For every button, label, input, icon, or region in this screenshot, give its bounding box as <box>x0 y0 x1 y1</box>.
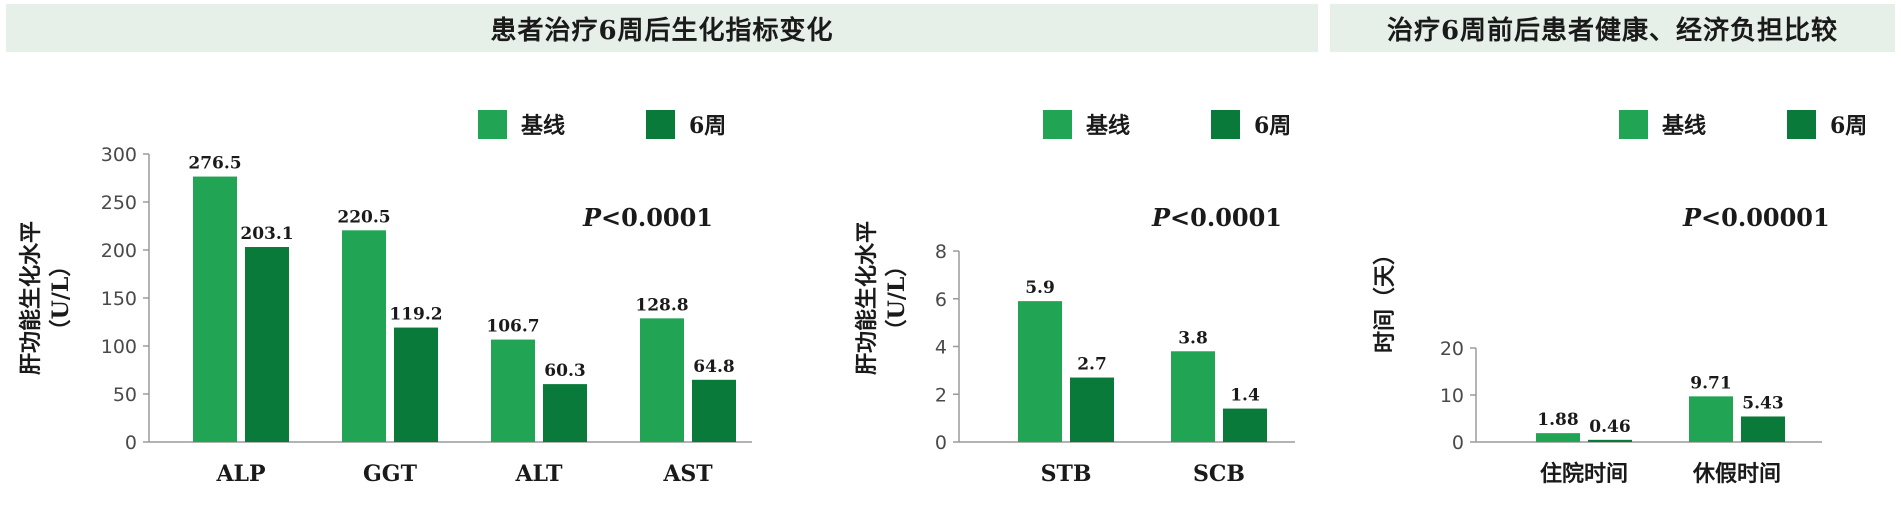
chart-1-p-italic: P <box>1151 203 1171 232</box>
chart-2-category-label: 住院时间 <box>1540 461 1628 487</box>
chart-0-p-value: P<0.0001 <box>582 203 713 232</box>
chart-0-ytick-label: 50 <box>113 384 137 406</box>
chart-0-bar <box>692 379 736 442</box>
chart-1-ytick-label: 0 <box>935 432 947 454</box>
chart-0-category-label: ALP <box>215 461 265 487</box>
chart-0-data-label: 60.3 <box>544 361 585 381</box>
chart-2-p-value: P<0.00001 <box>1682 203 1830 232</box>
chart-1-bar <box>1223 408 1267 442</box>
chart-1-ytick-label: 8 <box>935 241 947 263</box>
chart-0-legend-swatch <box>646 110 675 139</box>
chart-0-data-label: 64.8 <box>693 357 734 377</box>
chart-0-y-axis-label-line1: 肝功能生化水平 <box>18 221 44 375</box>
chart-0-data-label: 276.5 <box>188 154 241 174</box>
chart-2-p-rest: <0.00001 <box>1701 203 1830 232</box>
chart-0-ytick-label: 150 <box>101 288 137 310</box>
chart-0-bar <box>342 230 386 442</box>
chart-0-legend-label: 基线 <box>521 113 565 139</box>
chart-banner-left: 患者治疗6周后生化指标变化 <box>6 4 1318 52</box>
chart-0-category-label: ALT <box>514 461 563 487</box>
chart-1-y-axis-label-line1: 肝功能生化水平 <box>854 221 880 375</box>
chart-2-data-label: 1.88 <box>1537 410 1578 430</box>
chart-2-bar <box>1536 433 1580 442</box>
chart-0-y-axis-label: 肝功能生化水平 （U/L） <box>18 221 74 375</box>
chart-2-data-label: 5.43 <box>1742 393 1783 413</box>
chart-0-data-label: 203.1 <box>240 224 293 244</box>
chart-1-legend-label: 基线 <box>1086 113 1130 139</box>
chart-0-p-italic: P <box>582 203 602 232</box>
chart-2-y-axis-label-line1: 时间（天） <box>1372 243 1398 353</box>
chart-1-p-rest: <0.0001 <box>1170 203 1282 232</box>
chart-1-bar <box>1171 351 1215 442</box>
chart-0-category-label: AST <box>662 461 713 487</box>
chart-0-bar <box>543 384 587 442</box>
chart-1-bar <box>1018 301 1062 442</box>
chart-0-ytick-label: 300 <box>101 144 137 166</box>
chart-banner-right: 治疗6周前后患者健康、经济负担比较 <box>1330 4 1895 52</box>
chart-0-ytick-label: 200 <box>101 240 137 262</box>
chart-0-category-label: GGT <box>363 461 418 487</box>
chart-2-legend-label: 基线 <box>1662 113 1706 139</box>
chart-1-data-label: 2.7 <box>1077 355 1107 375</box>
chart-2-ytick-label: 0 <box>1452 432 1464 454</box>
chart-0-bar <box>640 318 684 442</box>
chart-0-p-rest: <0.0001 <box>601 203 713 232</box>
chart-0-data-label: 128.8 <box>635 295 688 315</box>
chart-2-bar <box>1588 439 1632 442</box>
chart-2-p-italic: P <box>1682 203 1702 232</box>
chart-1-ytick-label: 2 <box>935 384 947 406</box>
chart-2-ytick-label: 20 <box>1440 338 1464 360</box>
chart-0-bar <box>491 339 535 442</box>
chart-0-y-axis-label-line2: （U/L） <box>48 255 74 342</box>
chart-2-legend-swatch <box>1619 110 1648 139</box>
chart-1-data-label: 1.4 <box>1230 386 1260 406</box>
chart-0-ytick-label: 250 <box>101 192 137 214</box>
chart-2-category-label: 休假时间 <box>1692 461 1781 487</box>
chart-0-data-label: 119.2 <box>389 305 442 325</box>
chart-2-data-label: 0.46 <box>1589 417 1630 437</box>
chart-1-category-label: STB <box>1041 461 1092 487</box>
chart-2-bar <box>1741 416 1785 442</box>
chart-1-category-label: SCB <box>1193 461 1245 487</box>
chart-1-data-label: 5.9 <box>1025 278 1055 298</box>
chart-0-bar <box>193 176 237 442</box>
chart-2-bar <box>1689 396 1733 442</box>
chart-0-ytick-label: 100 <box>101 336 137 358</box>
chart-0-data-label: 106.7 <box>486 317 539 337</box>
chart-2-ytick-label: 10 <box>1440 385 1464 407</box>
chart-2-legend-label: 6周 <box>1830 113 1867 139</box>
chart-2-data-label: 9.71 <box>1690 373 1731 393</box>
chart-1-y-axis-label: 肝功能生化水平 （U/L） <box>854 221 910 375</box>
chart-1-legend-label: 6周 <box>1254 113 1291 139</box>
chart-2-legend-swatch <box>1787 110 1816 139</box>
chart-1-p-value: P<0.0001 <box>1151 203 1282 232</box>
chart-0-legend-swatch <box>478 110 507 139</box>
chart-1-ytick-label: 6 <box>935 289 947 311</box>
chart-1-legend-swatch <box>1043 110 1072 139</box>
chart-2-y-axis-label: 时间（天） <box>1372 243 1398 353</box>
chart-1-legend-swatch <box>1211 110 1240 139</box>
chart-0-legend-label: 6周 <box>689 113 726 139</box>
chart-0-ytick-label: 0 <box>125 432 137 454</box>
chart-1-y-axis-label-line2: （U/L） <box>884 255 910 342</box>
chart-0-bar <box>245 247 289 442</box>
chart-1-ytick-label: 4 <box>935 337 947 359</box>
chart-1-data-label: 3.8 <box>1178 328 1208 348</box>
chart-0-bar <box>394 327 438 442</box>
chart-1-bar <box>1070 377 1114 442</box>
chart-0-data-label: 220.5 <box>337 207 390 227</box>
